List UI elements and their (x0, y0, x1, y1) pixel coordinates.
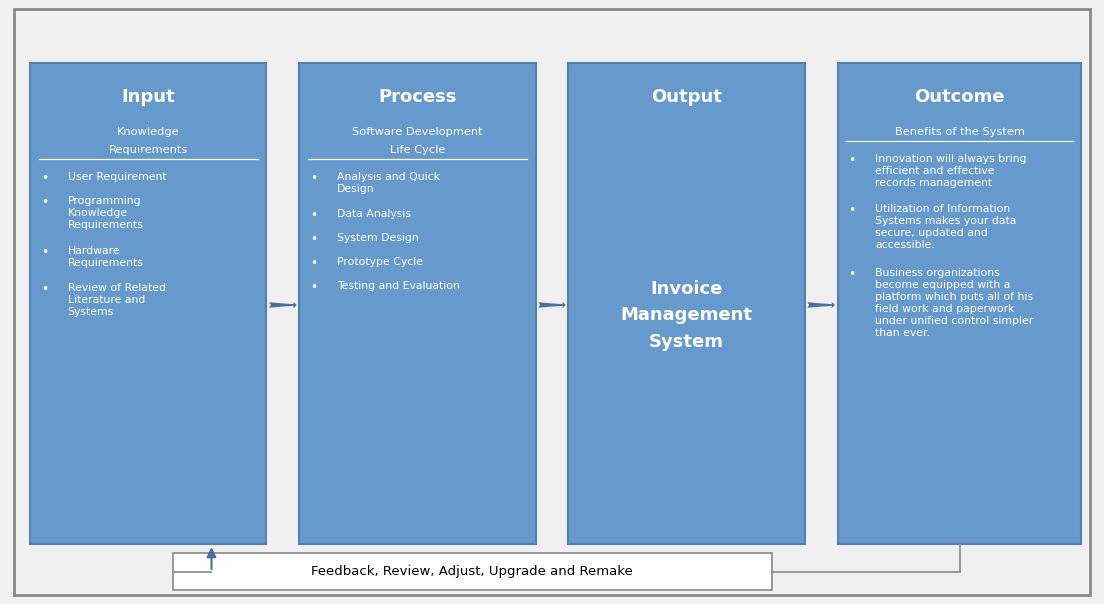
Text: •: • (41, 196, 49, 209)
Text: System Design: System Design (337, 233, 418, 243)
Text: User Requirement: User Requirement (67, 172, 167, 182)
Text: Knowledge: Knowledge (117, 127, 180, 137)
Text: Software Development: Software Development (352, 127, 482, 137)
Text: •: • (310, 209, 318, 222)
FancyBboxPatch shape (299, 63, 535, 544)
Text: Life Cycle: Life Cycle (390, 144, 445, 155)
Text: Process: Process (379, 88, 457, 106)
Text: •: • (41, 283, 49, 297)
FancyBboxPatch shape (30, 63, 266, 544)
Text: •: • (41, 246, 49, 259)
Text: Invoice
Management
System: Invoice Management System (620, 280, 753, 351)
Text: •: • (849, 268, 856, 281)
Text: Analysis and Quick
Design: Analysis and Quick Design (337, 172, 439, 194)
Text: Output: Output (651, 88, 722, 106)
FancyBboxPatch shape (569, 63, 805, 544)
Text: •: • (310, 281, 318, 294)
Text: Review of Related
Literature and
Systems: Review of Related Literature and Systems (67, 283, 166, 318)
Text: Prototype Cycle: Prototype Cycle (337, 257, 423, 267)
Text: •: • (849, 204, 856, 217)
Text: Innovation will always bring
efficient and effective
records management: Innovation will always bring efficient a… (875, 154, 1027, 188)
Text: Business organizations
become equipped with a
platform which puts all of his
fie: Business organizations become equipped w… (875, 268, 1033, 338)
Text: Programming
Knowledge
Requirements: Programming Knowledge Requirements (67, 196, 144, 230)
Text: Data Analysis: Data Analysis (337, 209, 411, 219)
Text: •: • (310, 172, 318, 185)
Text: •: • (849, 154, 856, 167)
Text: •: • (310, 257, 318, 270)
Text: Feedback, Review, Adjust, Upgrade and Remake: Feedback, Review, Adjust, Upgrade and Re… (311, 565, 634, 579)
FancyBboxPatch shape (173, 553, 772, 591)
Text: Input: Input (121, 88, 176, 106)
Text: Hardware
Requirements: Hardware Requirements (67, 246, 144, 268)
Text: Requirements: Requirements (108, 144, 188, 155)
FancyBboxPatch shape (838, 63, 1082, 544)
Text: Utilization of Information
Systems makes your data
secure, updated and
accessibl: Utilization of Information Systems makes… (875, 204, 1017, 251)
Text: Testing and Evaluation: Testing and Evaluation (337, 281, 459, 291)
Text: •: • (41, 172, 49, 185)
Text: Outcome: Outcome (914, 88, 1005, 106)
Text: Benefits of the System: Benefits of the System (894, 127, 1025, 137)
Text: •: • (310, 233, 318, 246)
